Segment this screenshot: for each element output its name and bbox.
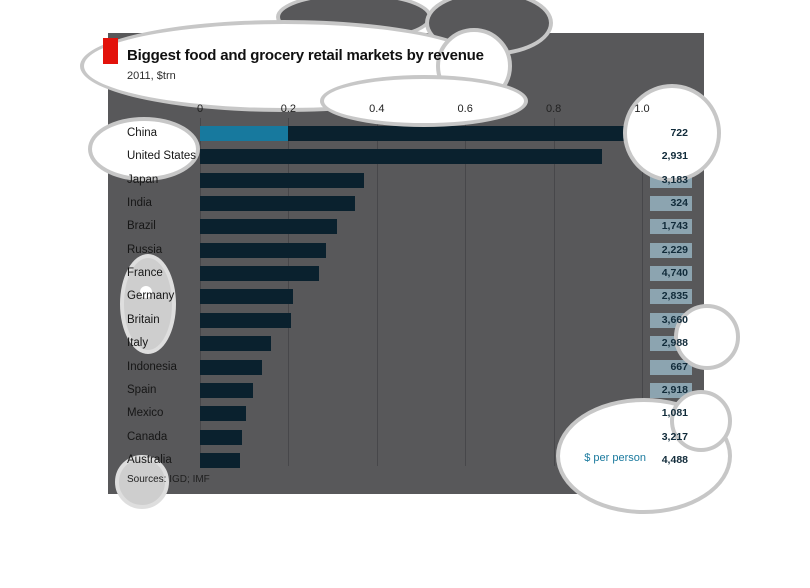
- bar: [200, 360, 262, 375]
- artifact-blob: [80, 20, 488, 112]
- artifact-blob: [115, 455, 169, 509]
- bar: [200, 453, 240, 468]
- bar-row-label: France: [127, 267, 163, 279]
- bar: [200, 289, 293, 304]
- value-label: 2,918: [661, 384, 688, 396]
- bar-row-label: Mexico: [127, 407, 164, 419]
- bar: [200, 173, 364, 188]
- bar: [200, 336, 271, 351]
- x-tick-label: 0.8: [545, 103, 562, 115]
- bar-row-label: Britain: [127, 314, 160, 326]
- artifact-blob: [120, 254, 176, 354]
- x-tick-label: 0: [196, 103, 204, 115]
- artifact-blob: [88, 117, 200, 181]
- value-label: 2,229: [661, 244, 688, 256]
- chart-title: Biggest food and grocery retail markets …: [127, 47, 484, 64]
- bar-row-label: Germany: [127, 290, 175, 302]
- chart-subtitle: 2011, $trn: [127, 70, 176, 82]
- sources-note: Sources: IGD; IMF: [127, 474, 210, 485]
- bar: [200, 406, 246, 421]
- value-label: 4,740: [661, 267, 688, 279]
- bar-row-label: Japan: [127, 174, 159, 186]
- artifact-blob: [674, 304, 740, 370]
- artifact-blob: [320, 75, 528, 127]
- value-label: 2,835: [661, 290, 688, 302]
- artifact-blob: [670, 390, 732, 452]
- bar: [200, 383, 253, 398]
- value-label: 667: [670, 361, 688, 373]
- value-label: 2,988: [661, 337, 688, 349]
- bar: [200, 243, 326, 258]
- x-tick-label: 0.2: [280, 103, 297, 115]
- value-label: 1,081: [661, 407, 688, 419]
- bar-row-label: China: [127, 127, 158, 139]
- bar: [200, 266, 319, 281]
- bar-row-label: Canada: [127, 431, 168, 443]
- bar-row-label: Australia: [127, 454, 172, 466]
- bar: [288, 126, 628, 141]
- value-label: 3,660: [661, 314, 688, 326]
- value-chip: [650, 289, 692, 304]
- value-label: 1,743: [661, 220, 688, 232]
- bar-row-label: Russia: [127, 244, 163, 256]
- value-label: 3,183: [661, 174, 688, 186]
- bar: [200, 149, 602, 164]
- bar: [200, 430, 242, 445]
- bar-row-label: Spain: [127, 384, 157, 396]
- value-chip: [650, 360, 692, 375]
- value-label: 4,488: [661, 454, 688, 466]
- value-label: 3,217: [661, 431, 688, 443]
- value-chip: [650, 266, 692, 281]
- bar-highlight-segment: [200, 126, 288, 141]
- bar: [200, 196, 355, 211]
- economist-red-tab: [103, 38, 118, 64]
- bar: [200, 313, 291, 328]
- x-tick-label: 0.6: [457, 103, 473, 115]
- value-chip: [650, 383, 692, 398]
- gridline: [553, 118, 555, 466]
- bar-row-label: Indonesia: [127, 361, 177, 373]
- bar-row-label: United States: [127, 150, 197, 162]
- value-label: 2,931: [661, 150, 688, 162]
- artifact-dot: [140, 286, 152, 298]
- bar-row-label: Brazil: [127, 220, 156, 232]
- value-chip: [650, 219, 692, 234]
- gridline: [376, 118, 378, 466]
- value-chip: [650, 196, 692, 211]
- gridline: [465, 118, 467, 466]
- x-tick-label: 1.0: [634, 103, 650, 115]
- value-chip: [650, 243, 692, 258]
- artifact-blob: [623, 84, 721, 182]
- bar-row-label: India: [127, 197, 152, 209]
- gridline: [642, 118, 643, 466]
- per-person-column-label: $ per person: [584, 452, 646, 464]
- bar-row-label: Italy: [127, 337, 149, 349]
- bar: [200, 219, 337, 234]
- value-label: 324: [670, 197, 688, 209]
- value-label: 722: [670, 127, 688, 139]
- x-tick-label: 0.4: [369, 103, 385, 115]
